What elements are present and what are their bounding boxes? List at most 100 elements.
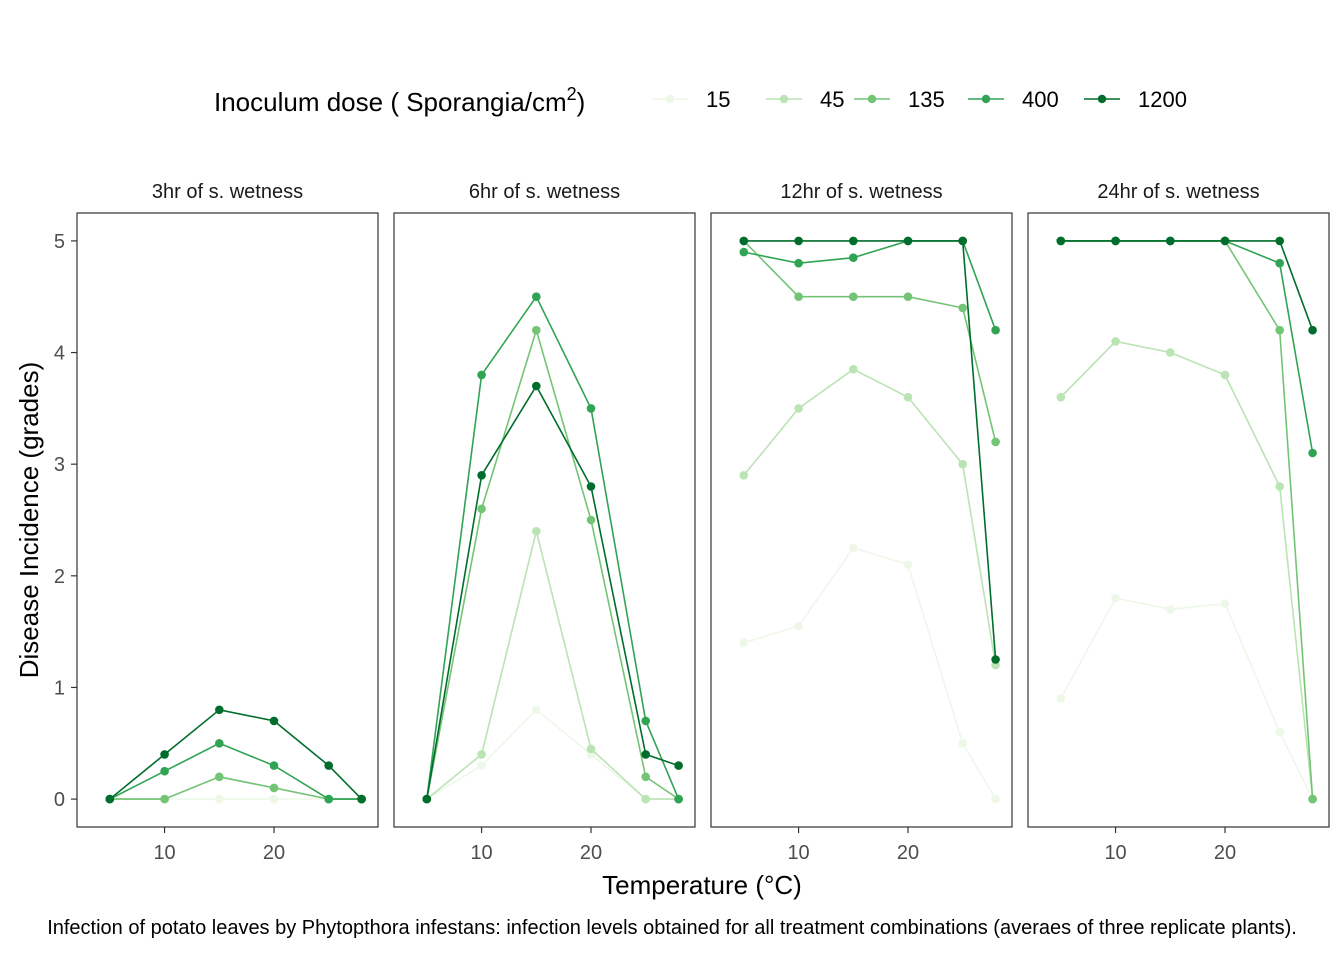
panel-border [76, 212, 379, 828]
legend-keys: 15 45 135 400 1200 [652, 87, 1187, 112]
data-point-1200 [324, 761, 334, 770]
series-line-1200 [426, 384, 679, 800]
data-point-1200 [739, 236, 749, 246]
legend-point-400 [981, 94, 991, 104]
x-tick-label: 20 [580, 842, 602, 864]
data-point-400 [641, 716, 650, 726]
panel-4: 24hr of s. wetness 10 20 [1027, 181, 1330, 864]
figure-caption: Infection of potato leaves by Phytopthor… [47, 917, 1297, 939]
panel-title: 12hr of s. wetness [780, 181, 942, 203]
data-point-1200 [903, 236, 913, 246]
data-point-45 [849, 365, 858, 374]
series-1200 [1056, 236, 1317, 335]
data-point-400 [269, 761, 279, 770]
series-line-1200 [1060, 240, 1314, 331]
data-point-45 [903, 392, 913, 402]
series-15 [739, 543, 1000, 804]
data-point-135 [269, 783, 279, 793]
data-point-1200 [794, 236, 803, 246]
data-point-15 [1111, 593, 1120, 603]
data-point-1200 [215, 705, 224, 715]
series-135 [1056, 236, 1317, 804]
panel-border [710, 212, 1013, 828]
data-point-1200 [1220, 236, 1230, 246]
data-point-135 [849, 292, 858, 302]
data-point-400 [849, 253, 858, 262]
series-line-400 [426, 295, 680, 800]
y-tick-label: 0 [54, 789, 65, 811]
data-point-135 [903, 292, 913, 302]
series-line-135 [743, 240, 997, 443]
data-point-135 [794, 292, 803, 302]
y-axis-label: Disease Incidence (grades) [14, 362, 44, 679]
series-1200 [739, 236, 1000, 664]
data-point-400 [1275, 258, 1284, 268]
data-point-45 [1166, 348, 1175, 357]
data-point-15 [532, 705, 541, 715]
x-tick-label: 10 [470, 842, 492, 864]
data-point-400 [586, 404, 596, 413]
data-point-15 [269, 794, 279, 804]
series-15 [1056, 593, 1317, 804]
series-135 [739, 236, 1000, 447]
data-point-1200 [532, 381, 541, 391]
y-tick-label: 5 [54, 231, 65, 253]
data-point-15 [1056, 694, 1066, 703]
data-point-400 [160, 766, 169, 776]
legend: Inoculum dose ( Sporangia/cm2) 15 45 135 40… [214, 84, 1187, 117]
data-point-45 [641, 794, 650, 804]
data-point-1200 [586, 482, 596, 491]
data-point-45 [477, 750, 486, 759]
series-line-135 [426, 327, 680, 800]
series-400 [422, 292, 683, 804]
series-line-400 [1060, 240, 1314, 454]
data-point-45 [586, 744, 596, 754]
legend-key-15: 15 [652, 87, 730, 112]
legend-key-1200: 1200 [1084, 87, 1187, 112]
legend-point-1200 [1097, 94, 1107, 104]
series-line-45 [1060, 340, 1314, 800]
legend-point-135 [867, 94, 877, 104]
data-point-1200 [160, 750, 169, 759]
data-point-400 [477, 370, 486, 380]
x-tick-label: 20 [897, 842, 919, 864]
series-400 [739, 236, 1000, 335]
legend-title-superscript: 2 [567, 84, 577, 104]
data-point-1200 [269, 716, 279, 726]
data-point-400 [215, 739, 224, 748]
data-point-45 [739, 471, 749, 480]
legend-title: Inoculum dose ( Sporangia/cm2) [214, 84, 585, 117]
panel-1: 3hr of s. wetness 10 20 0 1 2 3 4 5 [54, 181, 379, 864]
x-tick-label: 10 [1104, 842, 1126, 864]
data-point-15 [739, 638, 749, 648]
data-point-135 [215, 772, 224, 782]
legend-label-45: 45 [820, 87, 844, 112]
data-point-45 [532, 526, 541, 536]
series-line-45 [743, 368, 997, 666]
data-point-1200 [1111, 236, 1120, 246]
series-line-15 [743, 546, 997, 800]
x-axis-label: Temperature (°C) [602, 870, 802, 900]
data-point-400 [532, 292, 541, 302]
series-45 [422, 526, 683, 804]
data-point-400 [1308, 448, 1317, 458]
data-point-135 [586, 515, 596, 525]
data-point-1200 [674, 761, 683, 770]
data-point-15 [903, 560, 913, 569]
data-point-1200 [422, 794, 432, 804]
y-tick-label: 3 [54, 454, 65, 476]
data-point-135 [532, 325, 541, 335]
series-line-135 [1060, 240, 1314, 800]
data-point-1200 [849, 236, 858, 246]
data-point-1200 [1308, 325, 1317, 335]
data-point-45 [1111, 337, 1120, 346]
panel-border [393, 212, 696, 828]
data-point-1200 [1166, 236, 1175, 246]
series-45 [1056, 337, 1317, 804]
data-point-1200 [1275, 236, 1284, 246]
data-point-1200 [357, 794, 366, 804]
data-point-1200 [105, 794, 115, 804]
panel-title: 3hr of s. wetness [152, 181, 303, 203]
data-point-1200 [958, 236, 967, 246]
data-point-400 [991, 325, 1000, 335]
